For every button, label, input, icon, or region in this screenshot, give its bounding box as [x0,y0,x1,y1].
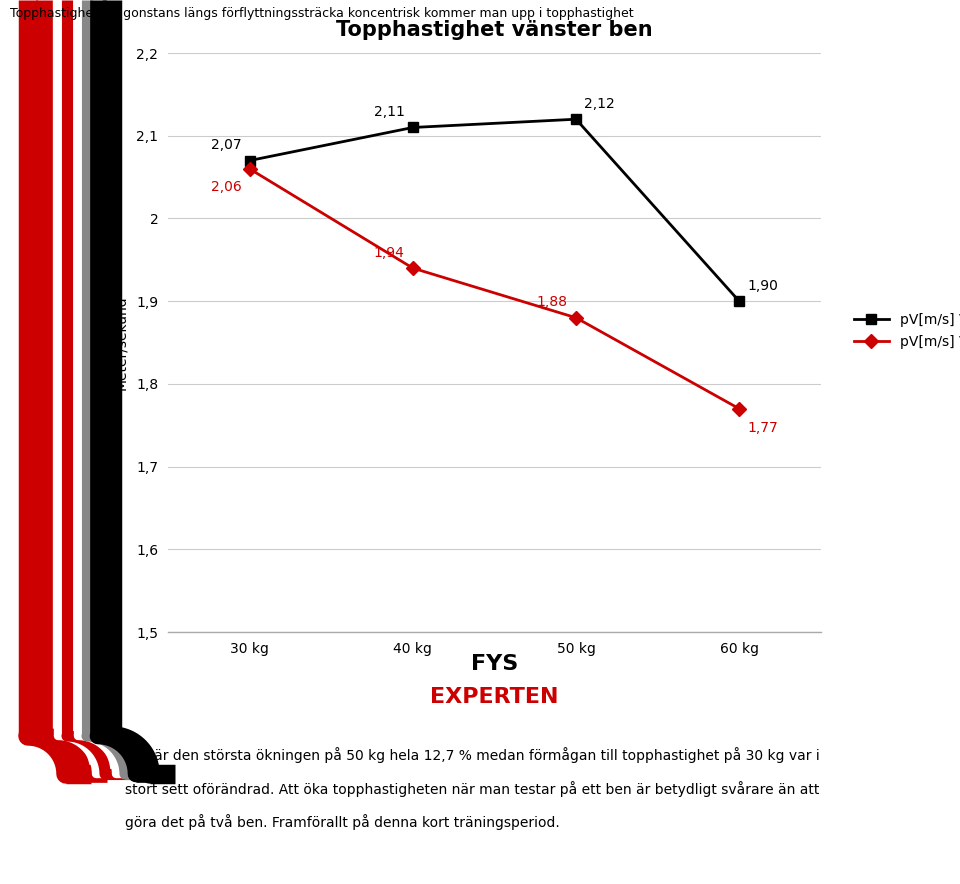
Line: pV[m/s] VB Test 2: pV[m/s] VB Test 2 [245,114,744,306]
Text: EXPERTEN: EXPERTEN [430,687,559,707]
pV[m/s] VB Test 1 [244,164,255,174]
Text: 2,12: 2,12 [584,97,615,111]
Text: 1,88: 1,88 [537,295,567,309]
Text: 1,94: 1,94 [373,246,405,260]
Text: Topphastighet. Någonstans längs förflyttningssträcka koncentrisk kommer man upp : Topphastighet. Någonstans längs förflytt… [10,6,634,20]
Text: Här är den största ökningen på 50 kg hela 12,7 % medan förmågan till topphastigh: Här är den största ökningen på 50 kg hel… [125,747,820,763]
pV[m/s] VB Test 2 [570,114,582,125]
Title: Topphastighet vänster ben: Topphastighet vänster ben [336,20,653,41]
Line: pV[m/s] VB Test 1: pV[m/s] VB Test 1 [245,164,744,414]
pV[m/s] VB Test 2 [407,122,419,133]
Legend: pV[m/s] VB Test 2, pV[m/s] VB Test 1: pV[m/s] VB Test 2, pV[m/s] VB Test 1 [853,313,960,349]
Text: 1,77: 1,77 [747,421,779,435]
pV[m/s] VB Test 2 [733,296,745,307]
Text: FYS: FYS [470,653,518,674]
Y-axis label: Meter/sekund: Meter/sekund [114,295,128,390]
Text: stort sett oförändrad. Att öka topphastigheten när man testar på ett ben är bety: stort sett oförändrad. Att öka topphasti… [125,781,819,796]
pV[m/s] VB Test 2 [244,156,255,166]
pV[m/s] VB Test 1 [570,312,582,323]
pV[m/s] VB Test 1 [733,403,745,414]
Text: 2,07: 2,07 [211,138,242,152]
Text: 2,11: 2,11 [373,105,405,119]
Text: 2,06: 2,06 [210,180,242,194]
pV[m/s] VB Test 1 [407,263,419,273]
Text: 1,90: 1,90 [747,279,779,293]
Text: göra det på två ben. Framförallt på denna kort träningsperiod.: göra det på två ben. Framförallt på denn… [125,814,560,830]
